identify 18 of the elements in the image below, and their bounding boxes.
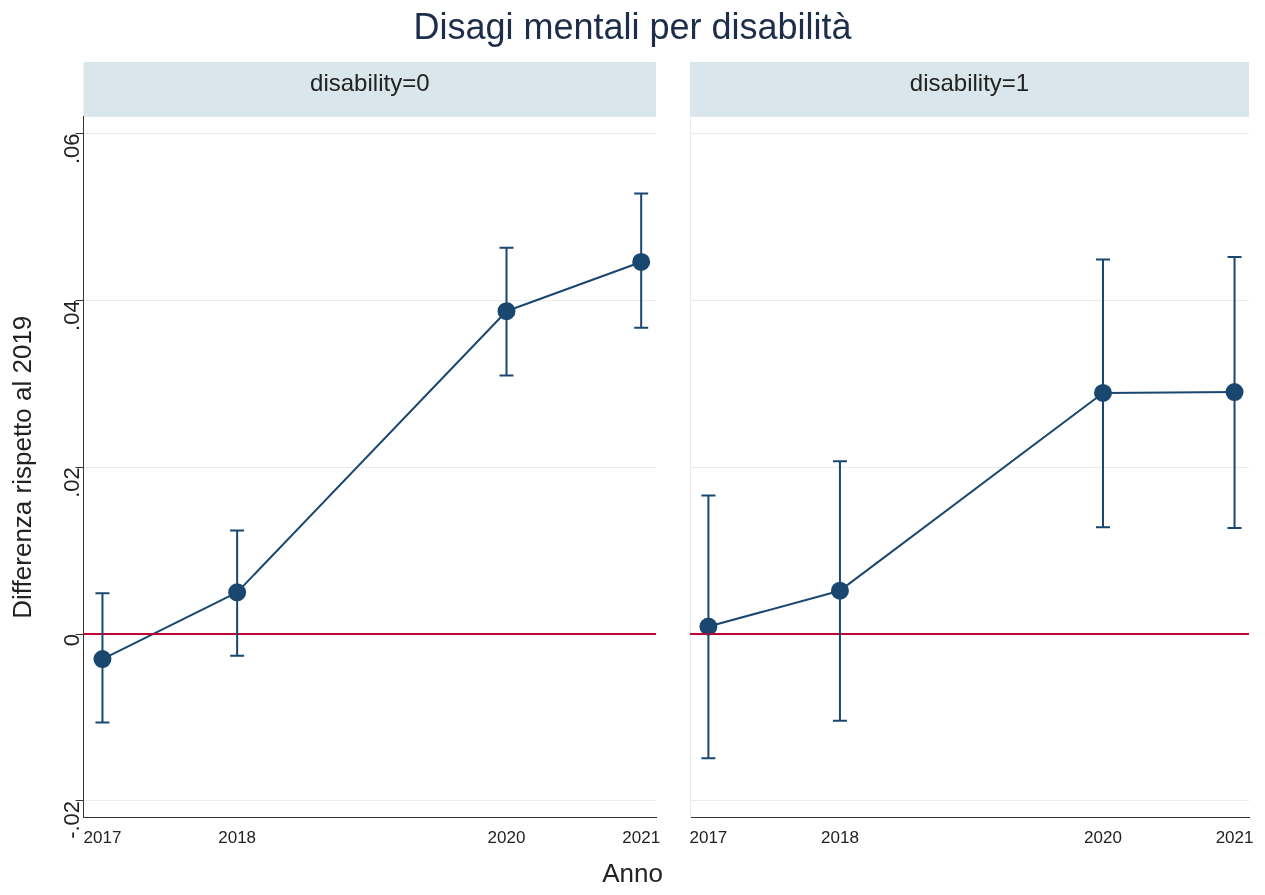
x-tick-label: 2017 xyxy=(689,828,728,848)
x-tick-label: 2018 xyxy=(218,828,257,848)
chart-subtitle: disability=1 xyxy=(909,69,1030,97)
y-tick-label: .02 xyxy=(58,467,84,498)
x-axis-title: Anno xyxy=(601,858,664,889)
chart-title: Disagi mentali per disabilità xyxy=(412,6,853,48)
x-tick-label: 2021 xyxy=(1215,828,1254,848)
x-tick-label: 2018 xyxy=(821,828,859,848)
x-tick-label: 2020 xyxy=(1084,828,1122,848)
y-tick-label: .06 xyxy=(58,133,84,165)
y-tick-label: 0 xyxy=(58,634,84,647)
y-tick-label: .04 xyxy=(58,300,84,331)
y-axis-title: Differenza rispetto al 2019 xyxy=(6,315,37,619)
chart-subtitle: disability=0 xyxy=(310,69,430,97)
x-tick-label: 2017 xyxy=(83,828,122,848)
x-tick-label: 2021 xyxy=(622,828,661,848)
x-tick-label: 2020 xyxy=(487,828,526,848)
y-tick-label: -.02 xyxy=(58,800,84,839)
